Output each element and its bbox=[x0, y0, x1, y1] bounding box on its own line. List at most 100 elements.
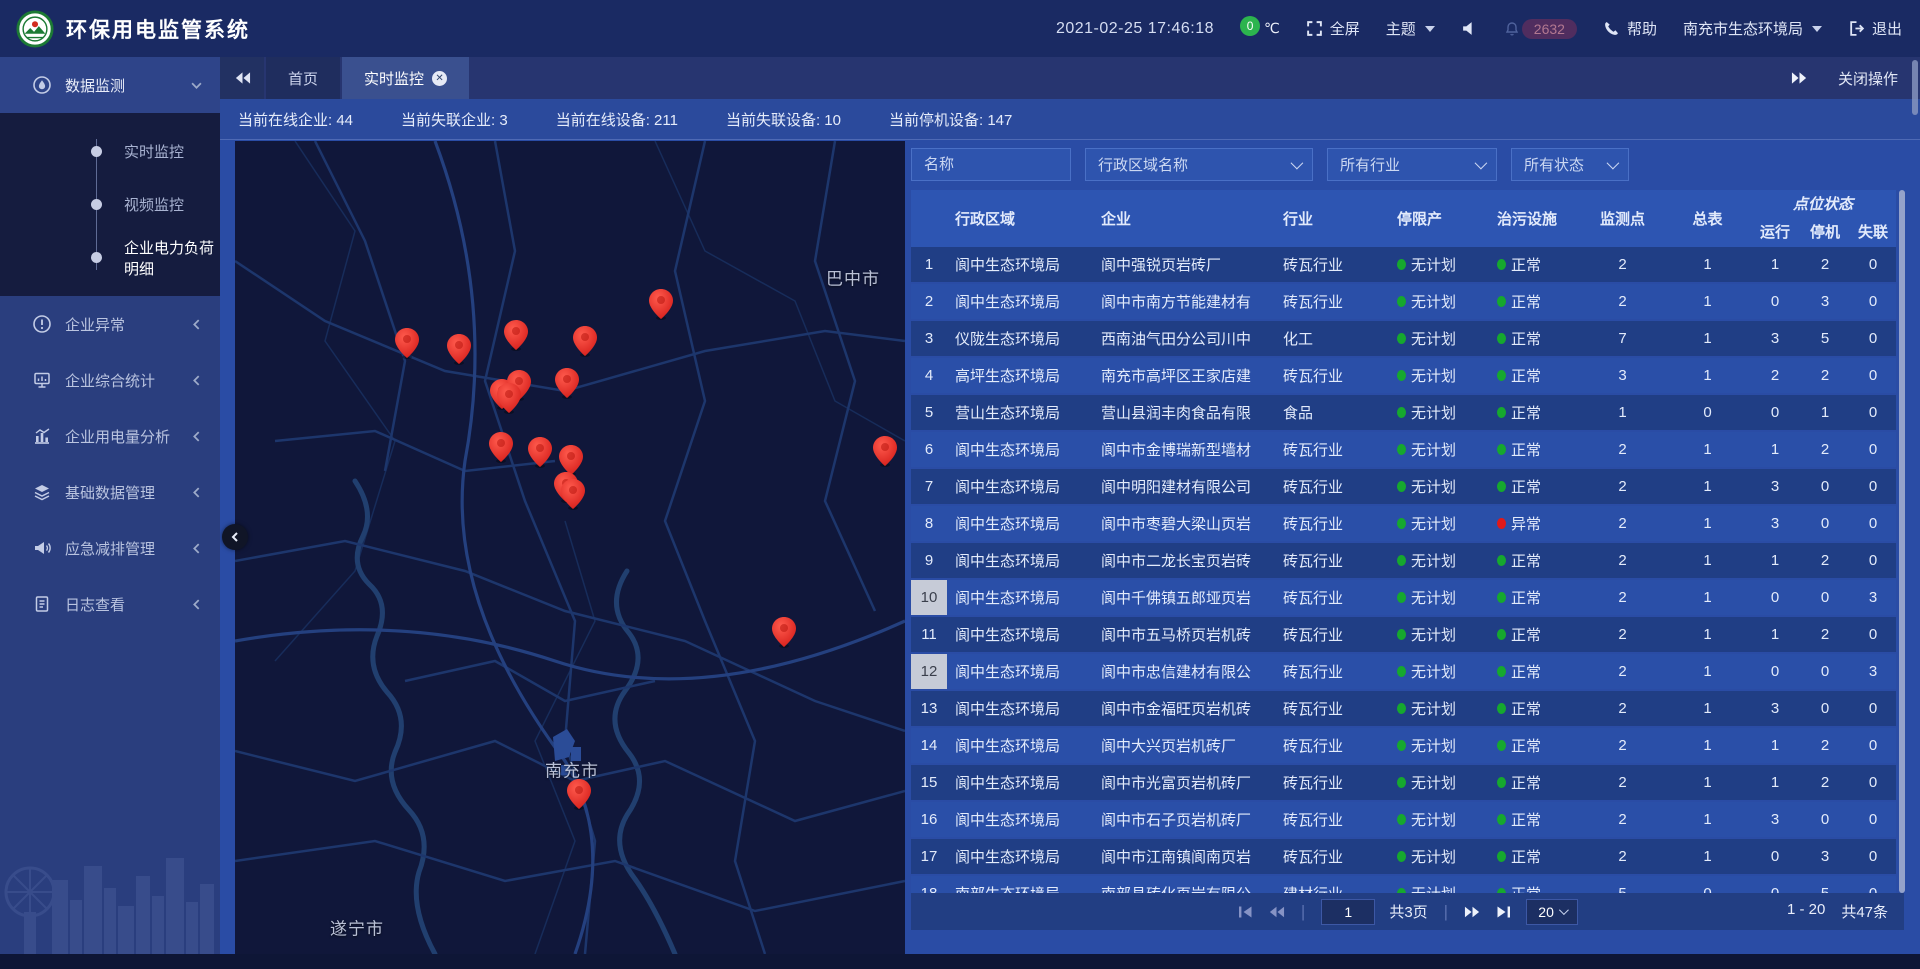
bell-icon bbox=[1504, 21, 1520, 37]
table-row[interactable]: 6 阆中生态环境局 阆中市金博瑞新型墙材 砖瓦行业 无计划 正常 2 1 1 2 0 bbox=[911, 432, 1896, 467]
close-operations-button[interactable]: 关闭操作 bbox=[1837, 70, 1898, 88]
page-size-select[interactable]: 20 bbox=[1526, 898, 1579, 925]
table-row[interactable]: 1 阆中生态环境局 阆中强锐页岩砖厂 砖瓦行业 无计划 正常 2 1 1 2 0 bbox=[911, 247, 1896, 282]
column-subheader-失联[interactable]: 失联 bbox=[1857, 223, 1888, 241]
theme-dropdown[interactable]: 主题 bbox=[1386, 18, 1435, 39]
org-dropdown[interactable]: 南充市生态环境局 bbox=[1683, 18, 1822, 39]
table-scrollbar[interactable] bbox=[1899, 190, 1905, 893]
sidebar-item-日志查看[interactable]: 日志查看 bbox=[0, 576, 220, 632]
region-select[interactable]: 行政区域名称 bbox=[1085, 148, 1313, 181]
map-marker-pin-icon[interactable] bbox=[447, 334, 471, 366]
column-header-行业[interactable]: 行业 bbox=[1283, 211, 1314, 228]
help-button[interactable]: 帮助 bbox=[1603, 18, 1657, 39]
table-row[interactable]: 14 阆中生态环境局 阆中大兴页岩机砖厂 砖瓦行业 无计划 正常 2 1 1 2 0 bbox=[911, 728, 1896, 763]
tabs-scroll-left-button[interactable] bbox=[220, 57, 264, 99]
tab-实时监控[interactable]: 实时监控 ✕ bbox=[342, 57, 470, 99]
sidebar-subitem-视频监控[interactable]: 视频监控 bbox=[0, 178, 220, 231]
map-panel[interactable]: 巴中市 南充市 遂宁市 bbox=[235, 141, 905, 954]
sidebar-item-企业综合统计[interactable]: 企业综合统计 bbox=[0, 352, 220, 408]
status-ok-dot bbox=[1397, 740, 1406, 751]
cell-production: 无计划 bbox=[1385, 284, 1485, 319]
notifications[interactable]: 2632 bbox=[1504, 18, 1577, 39]
logout-button[interactable]: 退出 bbox=[1848, 18, 1902, 39]
cell-meters: 1 bbox=[1703, 626, 1712, 643]
table-row[interactable]: 4 高坪生态环境局 南充市高坪区王家店建 砖瓦行业 无计划 正常 3 1 2 2 0 bbox=[911, 358, 1896, 393]
table-row[interactable]: 5 营山生态环境局 营山县润丰肉食品有限 食品 无计划 正常 1 0 0 1 0 bbox=[911, 395, 1896, 430]
cell-stop: 1 bbox=[1820, 404, 1830, 421]
next-page-button[interactable] bbox=[1464, 905, 1481, 919]
mute-button[interactable] bbox=[1461, 20, 1478, 37]
fullscreen-button[interactable]: 全屏 bbox=[1306, 18, 1360, 39]
stat-当前在线设备: 当前在线设备: 211 bbox=[555, 111, 678, 129]
column-subheader-停机[interactable]: 停机 bbox=[1809, 223, 1840, 241]
speaker-muted-icon bbox=[1461, 20, 1478, 37]
prev-page-button[interactable] bbox=[1268, 905, 1285, 919]
map-marker-pin-icon[interactable] bbox=[561, 479, 585, 511]
map-marker-pin-icon[interactable] bbox=[497, 383, 521, 415]
table-row[interactable]: 18南部生态环境局南部县砖化页岩有限公建材行业无计划正常50050 bbox=[911, 876, 1896, 893]
column-header-企业[interactable]: 企业 bbox=[1101, 211, 1132, 228]
sidebar-item-应急减排管理[interactable]: 应急减排管理 bbox=[0, 520, 220, 576]
map-marker-pin-icon[interactable] bbox=[573, 326, 597, 358]
sidebar-item-基础数据管理[interactable]: 基础数据管理 bbox=[0, 464, 220, 520]
column-subheader-运行[interactable]: 运行 bbox=[1759, 223, 1790, 241]
notification-count-badge: 2632 bbox=[1521, 18, 1577, 39]
status-ok-dot bbox=[1497, 407, 1506, 418]
table-row[interactable]: 13 阆中生态环境局 阆中市金福旺页岩机砖 砖瓦行业 无计划 正常 2 1 3 0 0 bbox=[911, 691, 1896, 726]
sidebar-item-数据监测[interactable]: 数据监测 bbox=[0, 57, 220, 113]
sidebar-item-企业异常[interactable]: 企业异常 bbox=[0, 296, 220, 352]
submenu-dot-icon bbox=[91, 252, 102, 263]
cell-industry: 砖瓦行业 bbox=[1283, 849, 1344, 866]
sidebar-subitem-label: 企业电力负荷明细 bbox=[124, 239, 215, 278]
industry-select[interactable]: 所有行业 bbox=[1327, 148, 1497, 181]
status-ok-dot bbox=[1497, 629, 1506, 640]
tabs-scroll-right-button[interactable] bbox=[1791, 71, 1808, 85]
map-marker-pin-icon[interactable] bbox=[504, 320, 528, 352]
map-marker-pin-icon[interactable] bbox=[395, 328, 419, 360]
column-header-停限产[interactable]: 停限产 bbox=[1397, 211, 1443, 228]
status-select[interactable]: 所有状态 bbox=[1511, 148, 1629, 181]
cell-production: 无计划 bbox=[1385, 506, 1485, 541]
table-row[interactable]: 8 阆中生态环境局 阆中市枣碧大梁山页岩 砖瓦行业 无计划 异常 2 1 3 0 0 bbox=[911, 506, 1896, 541]
first-page-button[interactable] bbox=[1237, 905, 1254, 919]
table-row[interactable]: 15 阆中生态环境局 阆中市光富页岩机砖厂 砖瓦行业 无计划 正常 2 1 1 2 0 bbox=[911, 765, 1896, 800]
page-scrollbar[interactable] bbox=[1912, 60, 1918, 115]
cell-lost: 3 bbox=[1868, 589, 1878, 606]
map-marker-pin-icon[interactable] bbox=[528, 437, 552, 469]
map-marker-pin-icon[interactable] bbox=[567, 779, 591, 811]
sidebar-item-企业用电量分析[interactable]: 企业用电量分析 bbox=[0, 408, 220, 464]
column-header-总表[interactable]: 总表 bbox=[1692, 211, 1723, 228]
table-row[interactable]: 11 阆中生态环境局 阆中市五马桥页岩机砖 砖瓦行业 无计划 正常 2 1 1 2 0 bbox=[911, 617, 1896, 652]
cell-region: 阆中生态环境局 bbox=[955, 738, 1061, 755]
org-label: 南充市生态环境局 bbox=[1682, 21, 1803, 38]
skyline-decoration bbox=[4, 858, 214, 954]
table-row[interactable]: 3 仪陇生态环境局 西南油气田分公司川中 化工 无计划 正常 7 1 3 5 0 bbox=[911, 321, 1896, 356]
tab-close-icon[interactable]: ✕ bbox=[432, 70, 448, 86]
sidebar-subitem-实时监控[interactable]: 实时监控 bbox=[0, 125, 220, 178]
tab-首页[interactable]: 首页 bbox=[266, 57, 341, 99]
sidebar-subitem-企业电力负荷明细[interactable]: 企业电力负荷明细 bbox=[0, 231, 220, 284]
map-marker-pin-icon[interactable] bbox=[555, 368, 579, 400]
table-row[interactable]: 2 阆中生态环境局 阆中市南方节能建材有 砖瓦行业 无计划 正常 2 1 0 3 0 bbox=[911, 284, 1896, 319]
column-header-监测点[interactable]: 监测点 bbox=[1599, 211, 1645, 228]
name-search-input[interactable] bbox=[911, 148, 1071, 181]
map-marker-pin-icon[interactable] bbox=[649, 289, 673, 321]
table-row[interactable]: 17 阆中生态环境局 阆中市江南镇阆南页岩 砖瓦行业 无计划 正常 2 1 0 3 0 bbox=[911, 839, 1896, 874]
panel-collapse-button[interactable] bbox=[222, 524, 248, 550]
table-row[interactable]: 9 阆中生态环境局 阆中市二龙长宝页岩砖 砖瓦行业 无计划 正常 2 1 1 2 0 bbox=[911, 543, 1896, 578]
table-row[interactable]: 7 阆中生态环境局 阆中明阳建材有限公司 砖瓦行业 无计划 正常 2 1 3 0 0 bbox=[911, 469, 1896, 504]
column-header-治污设施[interactable]: 治污设施 bbox=[1497, 211, 1558, 228]
last-page-button[interactable] bbox=[1495, 905, 1512, 919]
table-row[interactable]: 16 阆中生态环境局 阆中市石子页岩机砖厂 砖瓦行业 无计划 正常 2 1 3 0 0 bbox=[911, 802, 1896, 837]
table-row[interactable]: 10 阆中生态环境局 阆中千佛镇五郎垭页岩 砖瓦行业 无计划 正常 2 1 0 0 3 bbox=[911, 580, 1896, 615]
cell-production: 无计划 bbox=[1385, 802, 1485, 837]
cell-region: 阆中生态环境局 bbox=[955, 849, 1061, 866]
map-marker-pin-icon[interactable] bbox=[772, 617, 796, 649]
page-number-input[interactable] bbox=[1321, 898, 1376, 925]
cell-region: 阆中生态环境局 bbox=[955, 479, 1061, 496]
map-marker-pin-icon[interactable] bbox=[873, 436, 897, 468]
column-header-行政区域[interactable]: 行政区域 bbox=[955, 211, 1016, 228]
table-row[interactable]: 12 阆中生态环境局 阆中市忠信建材有限公 砖瓦行业 无计划 正常 2 1 0 0 3 bbox=[911, 654, 1896, 689]
map-city-label-巴中市: 巴中市 bbox=[826, 269, 880, 289]
map-marker-pin-icon[interactable] bbox=[489, 432, 513, 464]
